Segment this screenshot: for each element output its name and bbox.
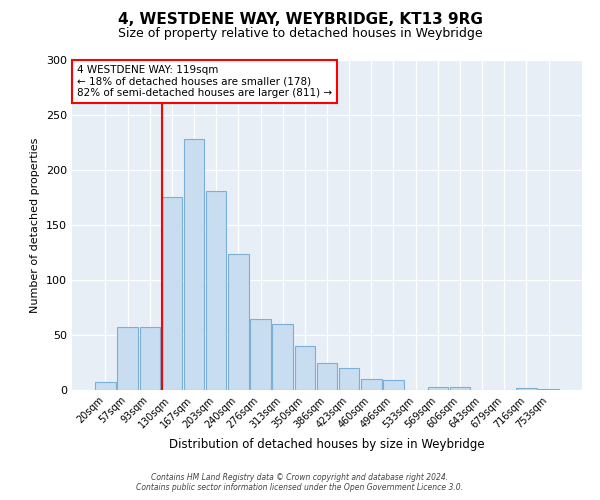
- Bar: [228, 254, 248, 390]
- Bar: [339, 368, 359, 390]
- Bar: [428, 386, 448, 390]
- Bar: [95, 382, 116, 390]
- Bar: [161, 198, 182, 390]
- Bar: [272, 324, 293, 390]
- Text: Contains HM Land Registry data © Crown copyright and database right 2024.
Contai: Contains HM Land Registry data © Crown c…: [137, 473, 464, 492]
- Bar: [295, 346, 315, 390]
- Bar: [361, 379, 382, 390]
- Bar: [383, 380, 404, 390]
- Text: Size of property relative to detached houses in Weybridge: Size of property relative to detached ho…: [118, 28, 482, 40]
- Bar: [140, 328, 160, 390]
- Bar: [206, 191, 226, 390]
- Bar: [184, 139, 204, 390]
- Bar: [118, 328, 138, 390]
- Bar: [538, 389, 559, 390]
- Bar: [317, 362, 337, 390]
- Bar: [250, 318, 271, 390]
- Y-axis label: Number of detached properties: Number of detached properties: [31, 138, 40, 312]
- Text: 4 WESTDENE WAY: 119sqm
← 18% of detached houses are smaller (178)
82% of semi-de: 4 WESTDENE WAY: 119sqm ← 18% of detached…: [77, 65, 332, 98]
- Bar: [450, 386, 470, 390]
- Text: 4, WESTDENE WAY, WEYBRIDGE, KT13 9RG: 4, WESTDENE WAY, WEYBRIDGE, KT13 9RG: [118, 12, 482, 28]
- Bar: [516, 388, 536, 390]
- X-axis label: Distribution of detached houses by size in Weybridge: Distribution of detached houses by size …: [169, 438, 485, 451]
